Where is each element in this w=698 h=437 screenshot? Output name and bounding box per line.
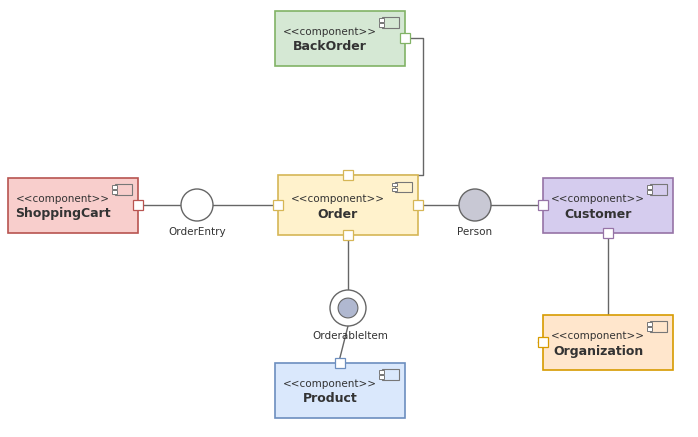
Circle shape (338, 298, 358, 318)
Bar (543, 177, 673, 232)
Bar (392, 183, 397, 186)
Bar (379, 375, 385, 378)
Bar (112, 185, 117, 189)
Text: Organization: Organization (553, 344, 643, 357)
Bar (278, 175, 418, 235)
Text: <<component>>: <<component>> (16, 194, 110, 204)
Bar (8, 177, 138, 232)
Bar (379, 18, 385, 22)
Text: OrderEntry: OrderEntry (168, 227, 226, 237)
Text: Person: Person (457, 227, 493, 237)
Text: <<component>>: <<component>> (283, 27, 377, 37)
Text: Product: Product (303, 392, 357, 406)
Bar (382, 369, 399, 380)
Text: OrderableItem: OrderableItem (312, 331, 388, 341)
Circle shape (459, 189, 491, 221)
Bar (275, 10, 405, 66)
Bar (400, 33, 410, 43)
Bar (538, 200, 548, 210)
Text: <<component>>: <<component>> (283, 379, 377, 389)
Bar (335, 357, 345, 368)
Bar (647, 322, 653, 326)
Bar (395, 182, 412, 192)
Text: ShoppingCart: ShoppingCart (15, 208, 111, 221)
Bar (343, 170, 353, 180)
Circle shape (330, 290, 366, 326)
Text: <<component>>: <<component>> (291, 194, 385, 204)
Text: <<component>>: <<component>> (551, 194, 645, 204)
Text: Order: Order (318, 208, 358, 221)
Bar (543, 315, 673, 370)
Text: Customer: Customer (564, 208, 632, 221)
Bar (379, 370, 385, 374)
Bar (603, 228, 613, 237)
Bar (392, 187, 397, 191)
Text: BackOrder: BackOrder (293, 41, 367, 53)
Bar (379, 23, 385, 27)
Bar (382, 17, 399, 28)
Bar (650, 321, 667, 332)
Bar (112, 190, 117, 194)
Bar (115, 184, 132, 195)
Text: <<component>>: <<component>> (551, 331, 645, 341)
Circle shape (181, 189, 213, 221)
Bar (275, 363, 405, 417)
Bar (650, 184, 667, 195)
Bar (538, 337, 548, 347)
Bar (647, 185, 653, 189)
Bar (133, 200, 143, 210)
Bar (343, 230, 353, 240)
Bar (273, 200, 283, 210)
Bar (413, 200, 423, 210)
Bar (647, 327, 653, 331)
Bar (647, 190, 653, 194)
